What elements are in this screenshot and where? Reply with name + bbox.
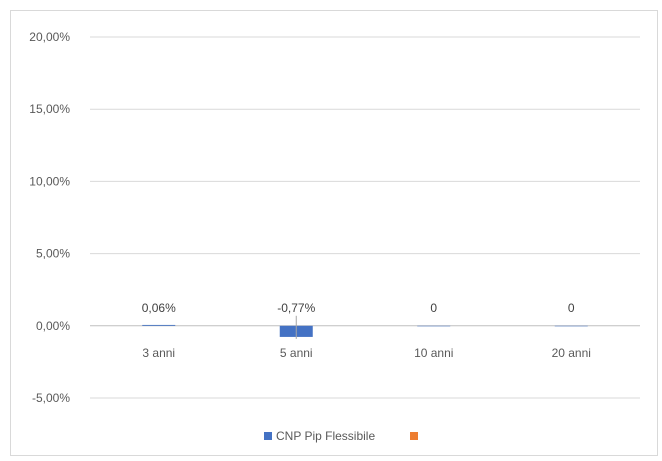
- y-tick-label: 10,00%: [29, 174, 70, 188]
- x-tick-label: 3 anni: [142, 346, 175, 360]
- bar: [555, 326, 588, 327]
- y-tick-label: -5,00%: [32, 391, 70, 405]
- x-axis-tick-labels: 3 anni 5 anni 10 anni 20 anni: [142, 346, 591, 360]
- data-label: -0,77%: [277, 301, 315, 315]
- gridlines: [90, 37, 640, 398]
- data-label: 0: [568, 301, 575, 315]
- data-label: 0: [430, 301, 437, 315]
- y-tick-label: 0,00%: [36, 319, 70, 333]
- y-axis-tick-labels: 20,00% 15,00% 10,00% 5,00% 0,00% -5,00%: [29, 30, 70, 405]
- x-tick-label: 10 anni: [414, 346, 453, 360]
- data-label: 0,06%: [142, 301, 176, 315]
- y-tick-label: 20,00%: [29, 30, 70, 44]
- legend: CNP Pip Flessibile: [264, 429, 418, 443]
- y-tick-label: 5,00%: [36, 247, 70, 261]
- y-tick-label: 15,00%: [29, 102, 70, 116]
- data-labels: 0,06% -0,77% 0 0: [142, 301, 575, 339]
- bars: [142, 325, 588, 337]
- bar: [417, 326, 450, 327]
- legend-swatch: [410, 432, 418, 440]
- bar: [142, 325, 175, 326]
- x-tick-label: 20 anni: [552, 346, 591, 360]
- x-tick-label: 5 anni: [280, 346, 313, 360]
- legend-swatch: [264, 432, 272, 440]
- legend-label: CNP Pip Flessibile: [276, 429, 375, 443]
